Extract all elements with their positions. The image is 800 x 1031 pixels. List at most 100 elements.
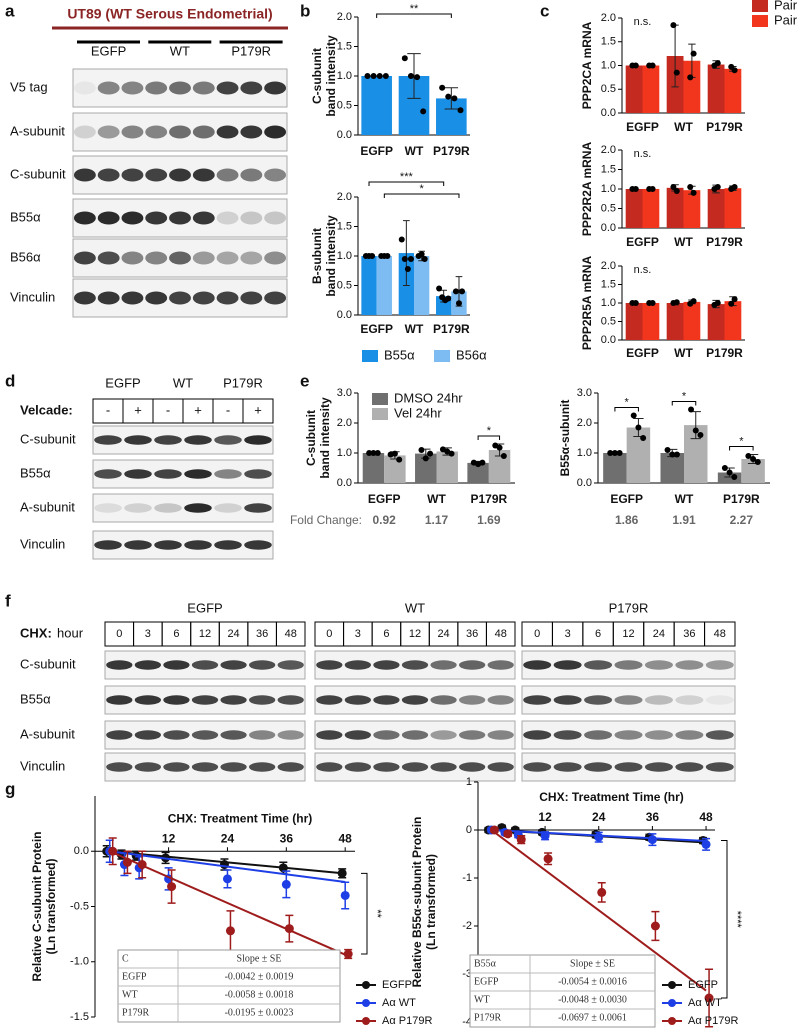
data-point xyxy=(540,831,550,841)
blot-band xyxy=(216,291,239,305)
blot-band xyxy=(316,730,343,740)
blot-band xyxy=(220,762,247,772)
table-cell: WT xyxy=(122,989,138,1000)
data-point xyxy=(649,62,656,69)
data-point xyxy=(670,22,677,29)
error-bar xyxy=(407,53,421,99)
data-point xyxy=(225,926,235,936)
data-point xyxy=(366,450,373,456)
data-point xyxy=(427,450,434,457)
data-point xyxy=(690,189,697,196)
blot-band xyxy=(73,81,96,95)
x-tick-label: P179R xyxy=(706,235,743,249)
annotation: n.s. xyxy=(634,16,652,28)
y-axis-label: band intensity xyxy=(324,215,338,297)
x-tick-label: EGFP xyxy=(360,144,393,158)
data-point xyxy=(445,93,452,100)
y-tick-label: 2.0 xyxy=(601,144,616,156)
fit-line xyxy=(490,829,707,992)
blot-band xyxy=(401,762,429,772)
data-point xyxy=(616,450,623,456)
blot-band xyxy=(145,291,168,305)
time-value: 36 xyxy=(466,628,478,640)
blot-band xyxy=(553,730,582,740)
blot-band xyxy=(154,469,182,479)
blot-band xyxy=(124,503,152,513)
blot-band xyxy=(430,695,457,705)
blot-band xyxy=(264,291,287,305)
blot-band xyxy=(106,730,133,740)
significance-bracket xyxy=(477,435,501,440)
y-tick-label: 0.0 xyxy=(577,477,592,489)
blot-band xyxy=(553,695,582,705)
blot-band xyxy=(134,730,162,740)
blot-strip xyxy=(92,493,274,523)
time-unit: hour xyxy=(57,625,84,640)
panel-label: c xyxy=(540,1,549,20)
blot-band xyxy=(220,660,247,670)
data-point xyxy=(219,860,229,870)
blot-band xyxy=(584,730,613,740)
data-point xyxy=(422,455,429,462)
bar xyxy=(362,453,385,483)
x-tick-label: WT xyxy=(405,144,424,158)
treatment-sign: + xyxy=(254,402,262,417)
blot-band xyxy=(244,503,272,513)
bar xyxy=(626,427,651,483)
blot-band xyxy=(145,125,168,139)
blot-band xyxy=(614,660,643,670)
table-cell: -0.0042 ± 0.0019 xyxy=(225,971,294,982)
x-tick-label: 48 xyxy=(339,831,353,845)
table-cell: Slope ± SE xyxy=(237,953,282,964)
y-axis-label: Relative B55α-subunit Protein xyxy=(410,817,424,988)
y-tick-label: -1 xyxy=(462,872,472,884)
time-value: 0 xyxy=(534,628,540,640)
blot-band xyxy=(216,168,239,182)
blot-band xyxy=(523,730,552,740)
blot-band xyxy=(220,730,247,740)
data-point xyxy=(726,469,733,476)
blot-band xyxy=(106,660,133,670)
panel-label: f xyxy=(5,591,11,610)
time-value: 24 xyxy=(653,628,665,640)
blot-band xyxy=(97,168,120,182)
blot-band xyxy=(487,695,514,705)
blot-band xyxy=(277,660,304,670)
blot-band xyxy=(244,435,272,445)
data-point xyxy=(421,255,428,262)
x-tick-label: EGFP xyxy=(368,492,401,506)
blot-band xyxy=(614,695,643,705)
y-axis-label: PPP2R2A mRNA xyxy=(580,142,594,237)
row-label: A-subunit xyxy=(10,123,65,138)
data-point xyxy=(369,253,376,259)
y-tick-label: 2.0 xyxy=(337,191,352,203)
data-point xyxy=(418,447,425,453)
data-point xyxy=(714,60,721,67)
row-label: A-subunit xyxy=(20,726,75,741)
data-point xyxy=(384,253,391,259)
significance-bracket xyxy=(729,446,754,451)
data-point xyxy=(459,288,466,295)
blot-band xyxy=(73,168,96,182)
blot-band xyxy=(73,211,96,225)
y-tick-label: 1.0 xyxy=(337,250,352,262)
fit-line xyxy=(109,850,346,956)
significance-bracket xyxy=(376,13,452,18)
blot-band xyxy=(240,81,263,95)
data-point xyxy=(731,474,738,480)
group-label: WT xyxy=(405,600,425,615)
blot-band xyxy=(163,660,190,670)
x-tick-label: 36 xyxy=(646,810,660,824)
blot-band xyxy=(401,730,429,740)
blot-band xyxy=(240,291,263,305)
blot-band xyxy=(249,762,276,772)
blot-band xyxy=(154,540,182,550)
blot-band xyxy=(316,695,343,705)
blot-band xyxy=(240,168,263,182)
data-point xyxy=(445,295,452,302)
data-point xyxy=(479,459,486,466)
x-tick-label: P179R xyxy=(723,492,760,506)
y-tick-label: 2.0 xyxy=(601,12,616,24)
blot-band xyxy=(94,503,122,513)
blot-band xyxy=(94,540,122,550)
